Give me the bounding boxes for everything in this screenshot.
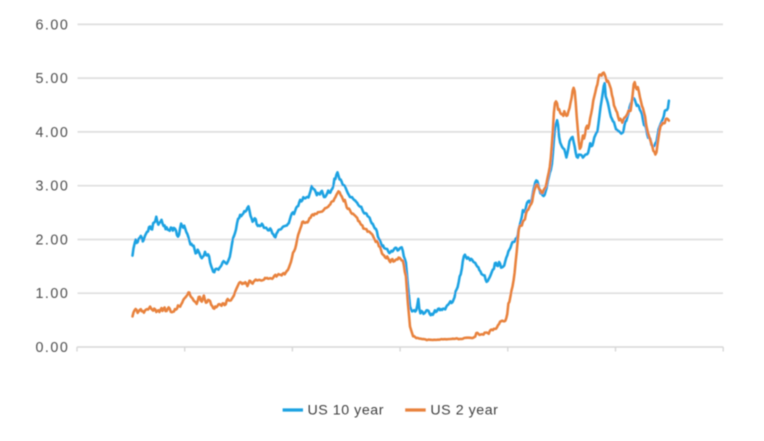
svg-text:3.00: 3.00	[35, 179, 69, 195]
svg-text:4.00: 4.00	[35, 125, 69, 141]
svg-text:2.00: 2.00	[35, 233, 69, 249]
svg-text:5.00: 5.00	[35, 71, 69, 87]
svg-text:0.00: 0.00	[35, 340, 69, 356]
svg-text:6.00: 6.00	[35, 17, 69, 33]
svg-text:US 2 year: US 2 year	[430, 403, 498, 419]
svg-text:US 10 year: US 10 year	[308, 403, 384, 419]
svg-text:1.00: 1.00	[35, 286, 69, 302]
